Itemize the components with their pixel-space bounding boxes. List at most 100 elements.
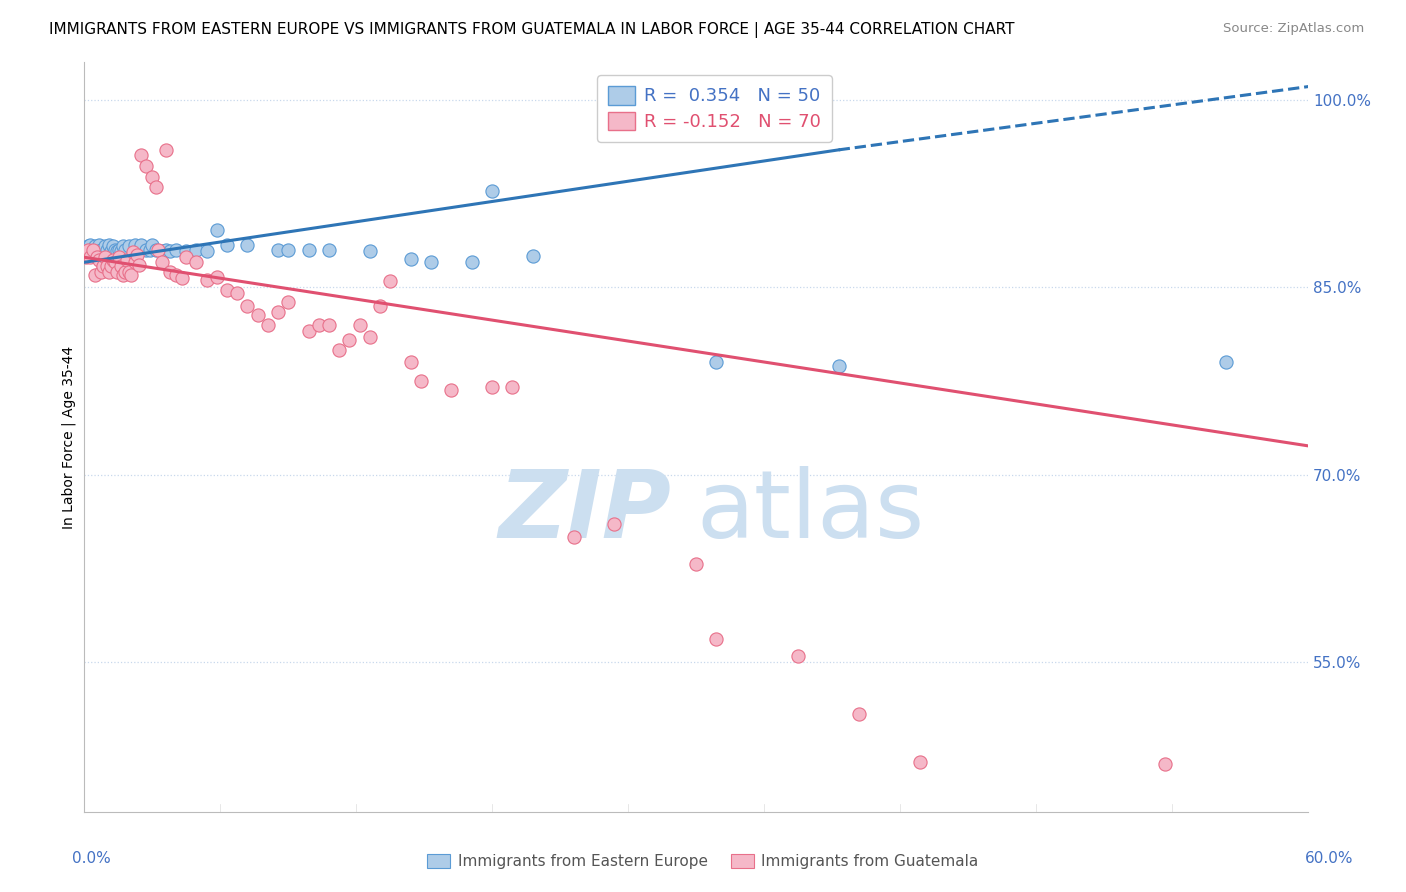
Point — [165, 268, 187, 282]
Point — [298, 243, 321, 257]
Point — [112, 268, 135, 282]
Point — [91, 244, 114, 258]
Point — [110, 259, 132, 273]
Point — [150, 255, 173, 269]
Point — [77, 243, 100, 257]
Point — [308, 318, 330, 332]
Point — [101, 239, 124, 253]
Point — [226, 286, 249, 301]
Point — [186, 255, 208, 269]
Point — [1154, 757, 1177, 772]
Point — [349, 318, 371, 332]
Point — [77, 239, 100, 253]
Point — [172, 271, 194, 285]
Point — [128, 258, 150, 272]
Point — [104, 255, 127, 269]
Point — [328, 343, 350, 357]
Point — [420, 255, 443, 269]
Point — [145, 243, 167, 257]
Point — [481, 380, 503, 394]
Point — [481, 184, 503, 198]
Point — [562, 530, 585, 544]
Text: IMMIGRANTS FROM EASTERN EUROPE VS IMMIGRANTS FROM GUATEMALA IN LABOR FORCE | AGE: IMMIGRANTS FROM EASTERN EUROPE VS IMMIGR… — [49, 22, 1015, 38]
Point — [87, 252, 110, 267]
Point — [86, 244, 108, 258]
Point — [359, 330, 381, 344]
Point — [90, 265, 112, 279]
Point — [122, 245, 145, 260]
Point — [155, 243, 177, 257]
Point — [91, 259, 114, 273]
Point — [90, 243, 112, 257]
Point — [108, 243, 131, 257]
Point — [75, 250, 97, 264]
Legend: R =  0.354   N = 50, R = -0.152   N = 70: R = 0.354 N = 50, R = -0.152 N = 70 — [598, 75, 831, 142]
Point — [910, 755, 932, 769]
Point — [135, 159, 157, 173]
Text: ZIP: ZIP — [499, 466, 672, 558]
Point — [100, 244, 122, 258]
Point — [86, 250, 108, 264]
Point — [127, 248, 149, 262]
Point — [101, 252, 124, 267]
Point — [82, 243, 104, 257]
Point — [267, 305, 290, 319]
Point — [195, 273, 218, 287]
Point — [96, 259, 118, 273]
Point — [155, 143, 177, 157]
Point — [502, 380, 524, 394]
Text: atlas: atlas — [696, 466, 924, 558]
Legend: Immigrants from Eastern Europe, Immigrants from Guatemala: Immigrants from Eastern Europe, Immigran… — [422, 848, 984, 875]
Point — [236, 299, 259, 313]
Point — [522, 249, 544, 263]
Point — [87, 237, 110, 252]
Point — [339, 333, 361, 347]
Point — [145, 180, 167, 194]
Point — [82, 243, 104, 257]
Point — [246, 308, 269, 322]
Point — [83, 239, 105, 253]
Point — [174, 250, 197, 264]
Point — [706, 632, 728, 647]
Point — [267, 243, 290, 257]
Point — [217, 283, 239, 297]
Point — [368, 299, 391, 313]
Point — [603, 517, 626, 532]
Point — [110, 244, 132, 258]
Point — [205, 223, 228, 237]
Point — [79, 237, 101, 252]
Point — [135, 243, 157, 257]
Point — [409, 374, 432, 388]
Point — [114, 265, 136, 279]
Point — [380, 274, 402, 288]
Point — [112, 239, 135, 253]
Text: 60.0%: 60.0% — [1305, 851, 1353, 865]
Point — [848, 707, 870, 722]
Point — [440, 383, 463, 397]
Point — [115, 252, 138, 267]
Text: Source: ZipAtlas.com: Source: ZipAtlas.com — [1223, 22, 1364, 36]
Point — [159, 244, 181, 258]
Point — [277, 295, 299, 310]
Point — [131, 148, 153, 162]
Text: 0.0%: 0.0% — [72, 851, 111, 865]
Point — [118, 239, 141, 253]
Point — [131, 237, 153, 252]
Point — [298, 324, 321, 338]
Y-axis label: In Labor Force | Age 35-44: In Labor Force | Age 35-44 — [62, 345, 76, 529]
Point — [195, 244, 218, 258]
Point — [159, 265, 181, 279]
Point — [150, 244, 173, 258]
Point — [236, 237, 259, 252]
Point — [100, 259, 122, 273]
Point — [277, 243, 299, 257]
Point — [399, 252, 422, 266]
Point — [108, 250, 131, 264]
Point — [787, 648, 810, 663]
Point — [93, 239, 115, 253]
Point — [124, 255, 146, 269]
Point — [105, 265, 128, 279]
Point — [83, 268, 105, 282]
Point — [318, 243, 340, 257]
Point — [124, 237, 146, 252]
